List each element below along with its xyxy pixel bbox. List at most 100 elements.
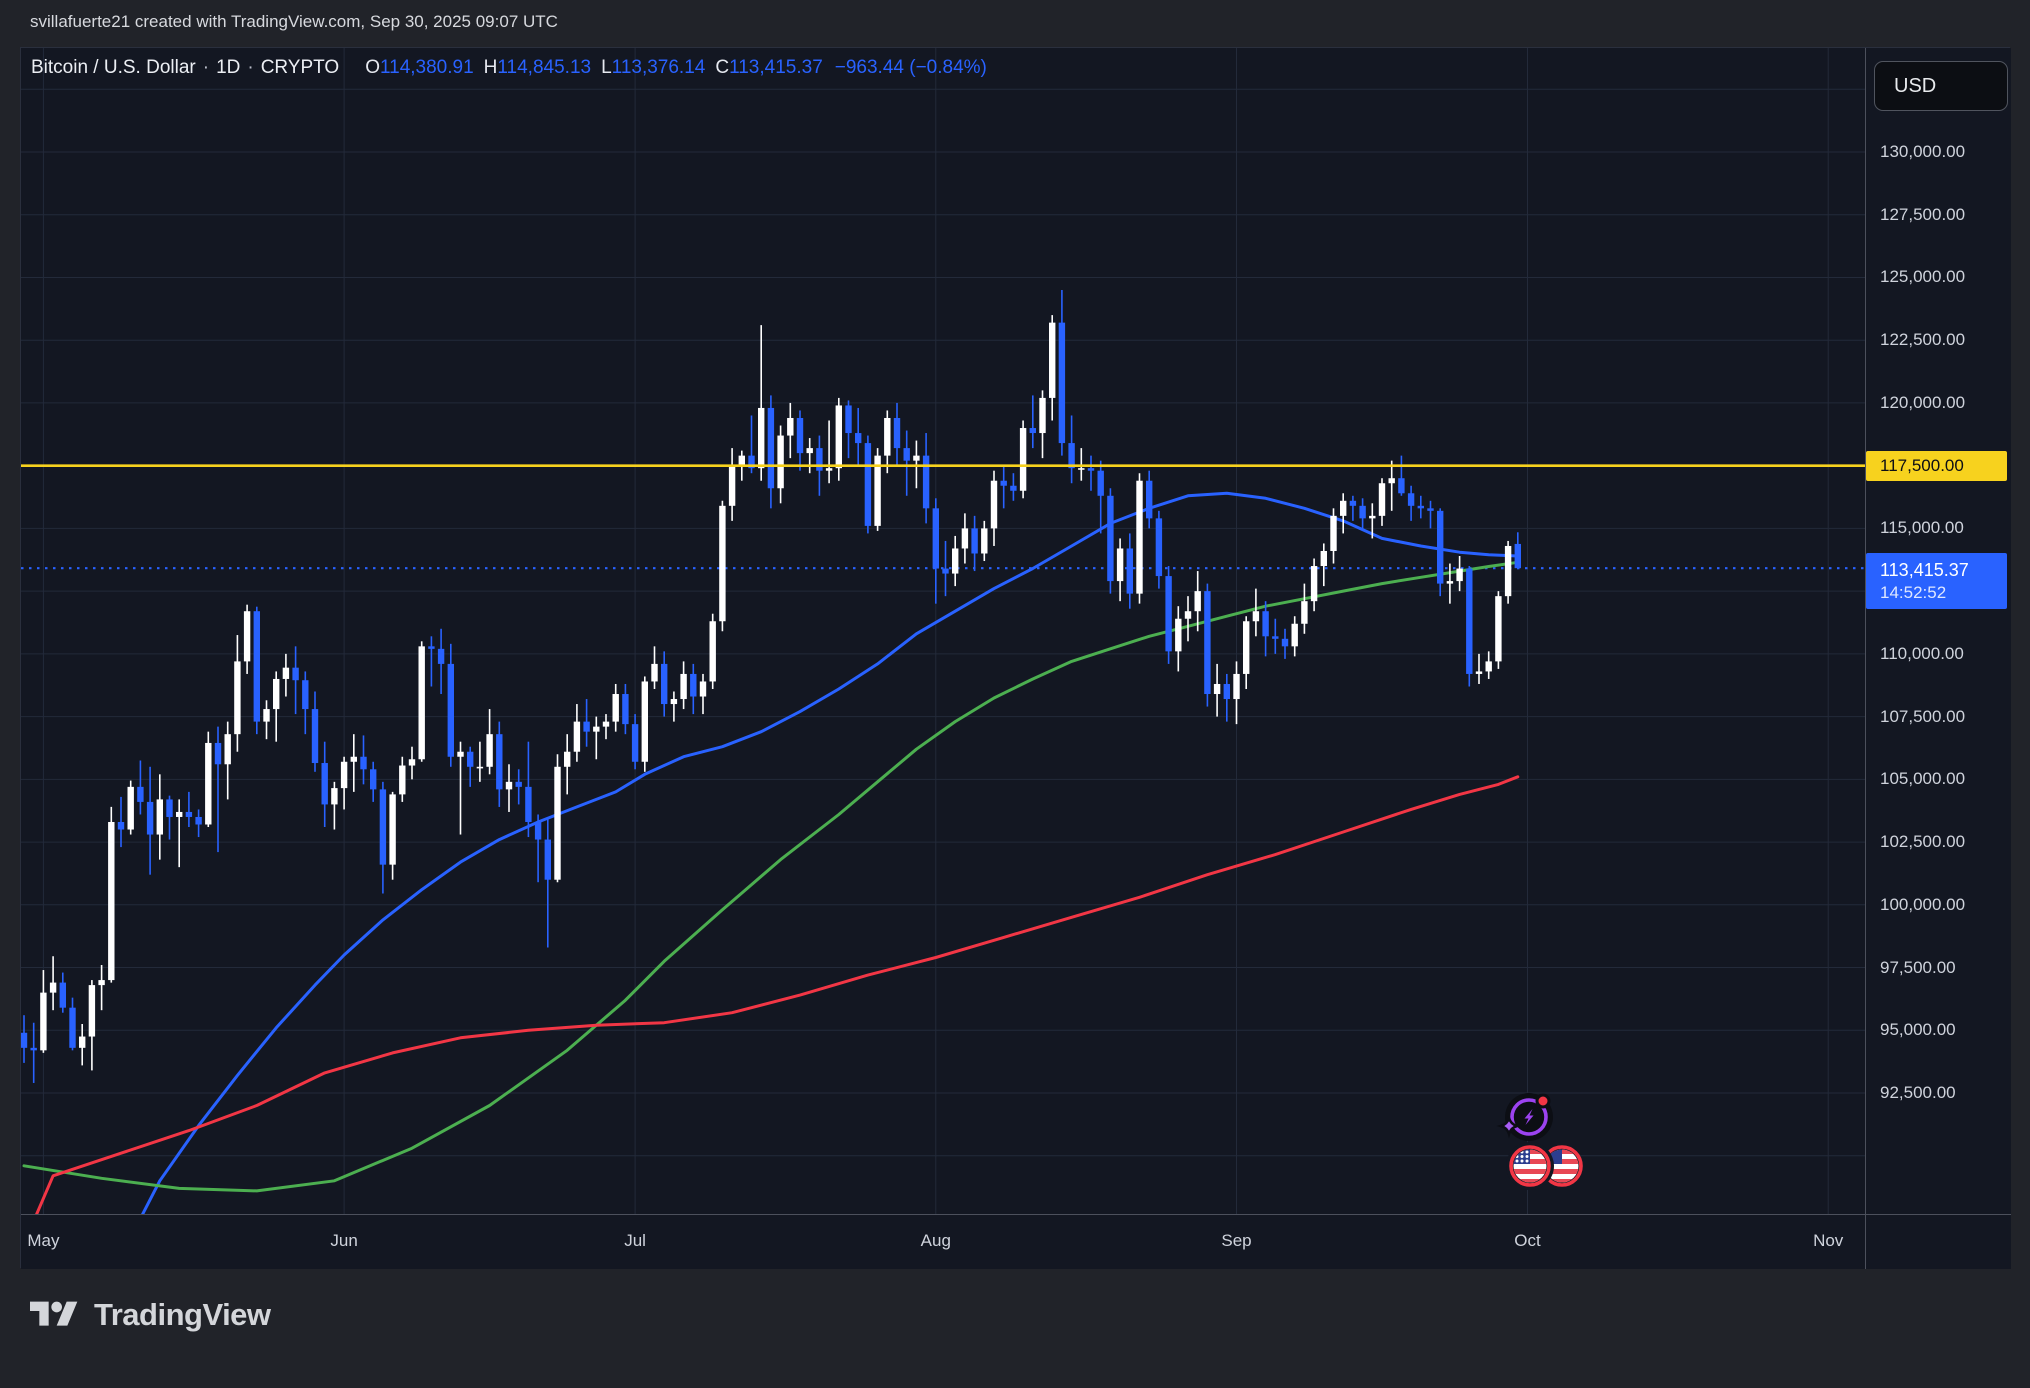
axis-corner (1865, 1214, 2011, 1269)
close-value: 113,415.37 (729, 57, 823, 78)
candle-body (273, 678, 280, 710)
candle-body (719, 505, 726, 622)
exchange-label: CRYPTO (260, 57, 340, 78)
candle-body (137, 786, 144, 802)
last-price-label: 113,415.37 14:52:52 (1866, 553, 2007, 610)
ma-slow-red (35, 775, 1520, 1214)
candle-body (408, 759, 416, 766)
candle-body (1146, 480, 1153, 519)
month-tick-label: Oct (1514, 1231, 1541, 1250)
candle-body (1087, 468, 1095, 471)
candle-body (389, 794, 396, 865)
candle-body (156, 799, 163, 835)
candle-body (1039, 397, 1046, 434)
candle-body (544, 839, 551, 880)
candle-body (1078, 468, 1085, 470)
candle-body (622, 694, 629, 725)
candle-body (214, 742, 222, 765)
price-tick-label: 102,500.00 (1880, 832, 1966, 852)
candle-body (1475, 671, 1483, 674)
candle-body (1126, 548, 1133, 594)
candle-body (534, 821, 542, 840)
candle-body (224, 734, 231, 765)
candle-body (961, 528, 969, 549)
candle-body (418, 646, 425, 760)
candle-body (108, 821, 115, 981)
chart-legend: Bitcoin / U.S. Dollar · 1D · CRYPTO O114,380.… (31, 57, 987, 79)
price-tick-label: 125,000.00 (1880, 267, 1966, 287)
tradingview-logo-mark (30, 1301, 78, 1326)
candle-body (806, 448, 813, 454)
price-tick-label: 115,000.00 (1880, 518, 1964, 538)
candle-body (981, 528, 988, 554)
month-tick-label: Sep (1221, 1231, 1252, 1250)
candle-body (1116, 548, 1124, 582)
candle-body (263, 709, 270, 722)
month-tick-label: Aug (920, 1231, 951, 1250)
candle-body (1378, 483, 1386, 516)
candle-body (379, 789, 387, 865)
candle-body (69, 1007, 76, 1048)
candle-body (1349, 500, 1357, 506)
price-tick-label: 110,000.00 (1880, 643, 1964, 663)
candle-body (825, 468, 833, 471)
us-flag-economic-events-icon[interactable] (1506, 1142, 1583, 1190)
candle-body (40, 992, 47, 1051)
candle-body (1446, 581, 1454, 584)
candle-body (1194, 591, 1201, 612)
candle-body (360, 756, 367, 770)
event-icons (1496, 1093, 1583, 1190)
price-tick-label: 107,500.00 (1880, 706, 1966, 726)
candle-body (428, 646, 435, 649)
candle-body (457, 751, 464, 757)
candle-body (709, 621, 716, 682)
candle-body (176, 811, 183, 817)
candle-body (292, 667, 299, 681)
price-tick-label: 127,500.00 (1880, 204, 1966, 224)
candle-body (651, 663, 658, 682)
candle-body (602, 721, 610, 727)
price-tick-label: 105,000.00 (1880, 769, 1966, 789)
candle-body (321, 763, 328, 805)
interval-label[interactable]: 1D (216, 57, 241, 78)
candle-body (1407, 493, 1415, 506)
candle-body (476, 766, 484, 769)
candle-body (903, 448, 910, 461)
candle-body (942, 568, 949, 574)
candle-body (758, 407, 765, 469)
candle-body (59, 982, 66, 1008)
candle-body (1029, 428, 1036, 434)
candle-body (971, 528, 978, 554)
candle-body (1330, 515, 1337, 551)
candle-body (564, 751, 571, 767)
candle-body (1388, 478, 1395, 484)
tradingview-logo[interactable]: TradingView (30, 1296, 271, 1334)
candle-body (1272, 636, 1279, 639)
candle-body (864, 443, 872, 526)
low-label: L (601, 57, 612, 78)
candle-body (612, 694, 619, 722)
last-price-value: 113,415.37 (1880, 560, 1969, 581)
candle-body (1058, 322, 1066, 444)
symbol-title[interactable]: Bitcoin / U.S. Dollar (31, 57, 196, 78)
chart-plot-area[interactable]: Bitcoin / U.S. Dollar · 1D · CRYPTO O114,380.… (21, 48, 1865, 1214)
candlestick-chart[interactable] (21, 48, 1865, 1214)
candle-body (1359, 505, 1366, 519)
candle-body (1320, 550, 1327, 567)
candle-body (496, 734, 503, 790)
candle-body (1466, 568, 1473, 674)
candle-body (913, 455, 920, 461)
candle-body (370, 769, 377, 790)
tradingview-wordmark: TradingView (94, 1297, 271, 1332)
candle-body (340, 761, 348, 789)
time-axis[interactable]: May Jun Jul Aug Sep Oct Nov (21, 1214, 1865, 1269)
candle-body (1136, 480, 1143, 594)
ai-news-event-icon[interactable] (1496, 1093, 1553, 1141)
attribution-text: svillafuerte21 created with TradingView.… (30, 12, 558, 31)
candle-body (728, 465, 736, 506)
candle-body (243, 611, 251, 662)
high-label: H (483, 57, 498, 78)
candle-body (486, 734, 493, 767)
currency-toggle-button[interactable]: USD (1874, 61, 2008, 111)
price-axis[interactable]: USD 130,000.00 127,500.00 125,000.00 122,50… (1865, 48, 2011, 1269)
